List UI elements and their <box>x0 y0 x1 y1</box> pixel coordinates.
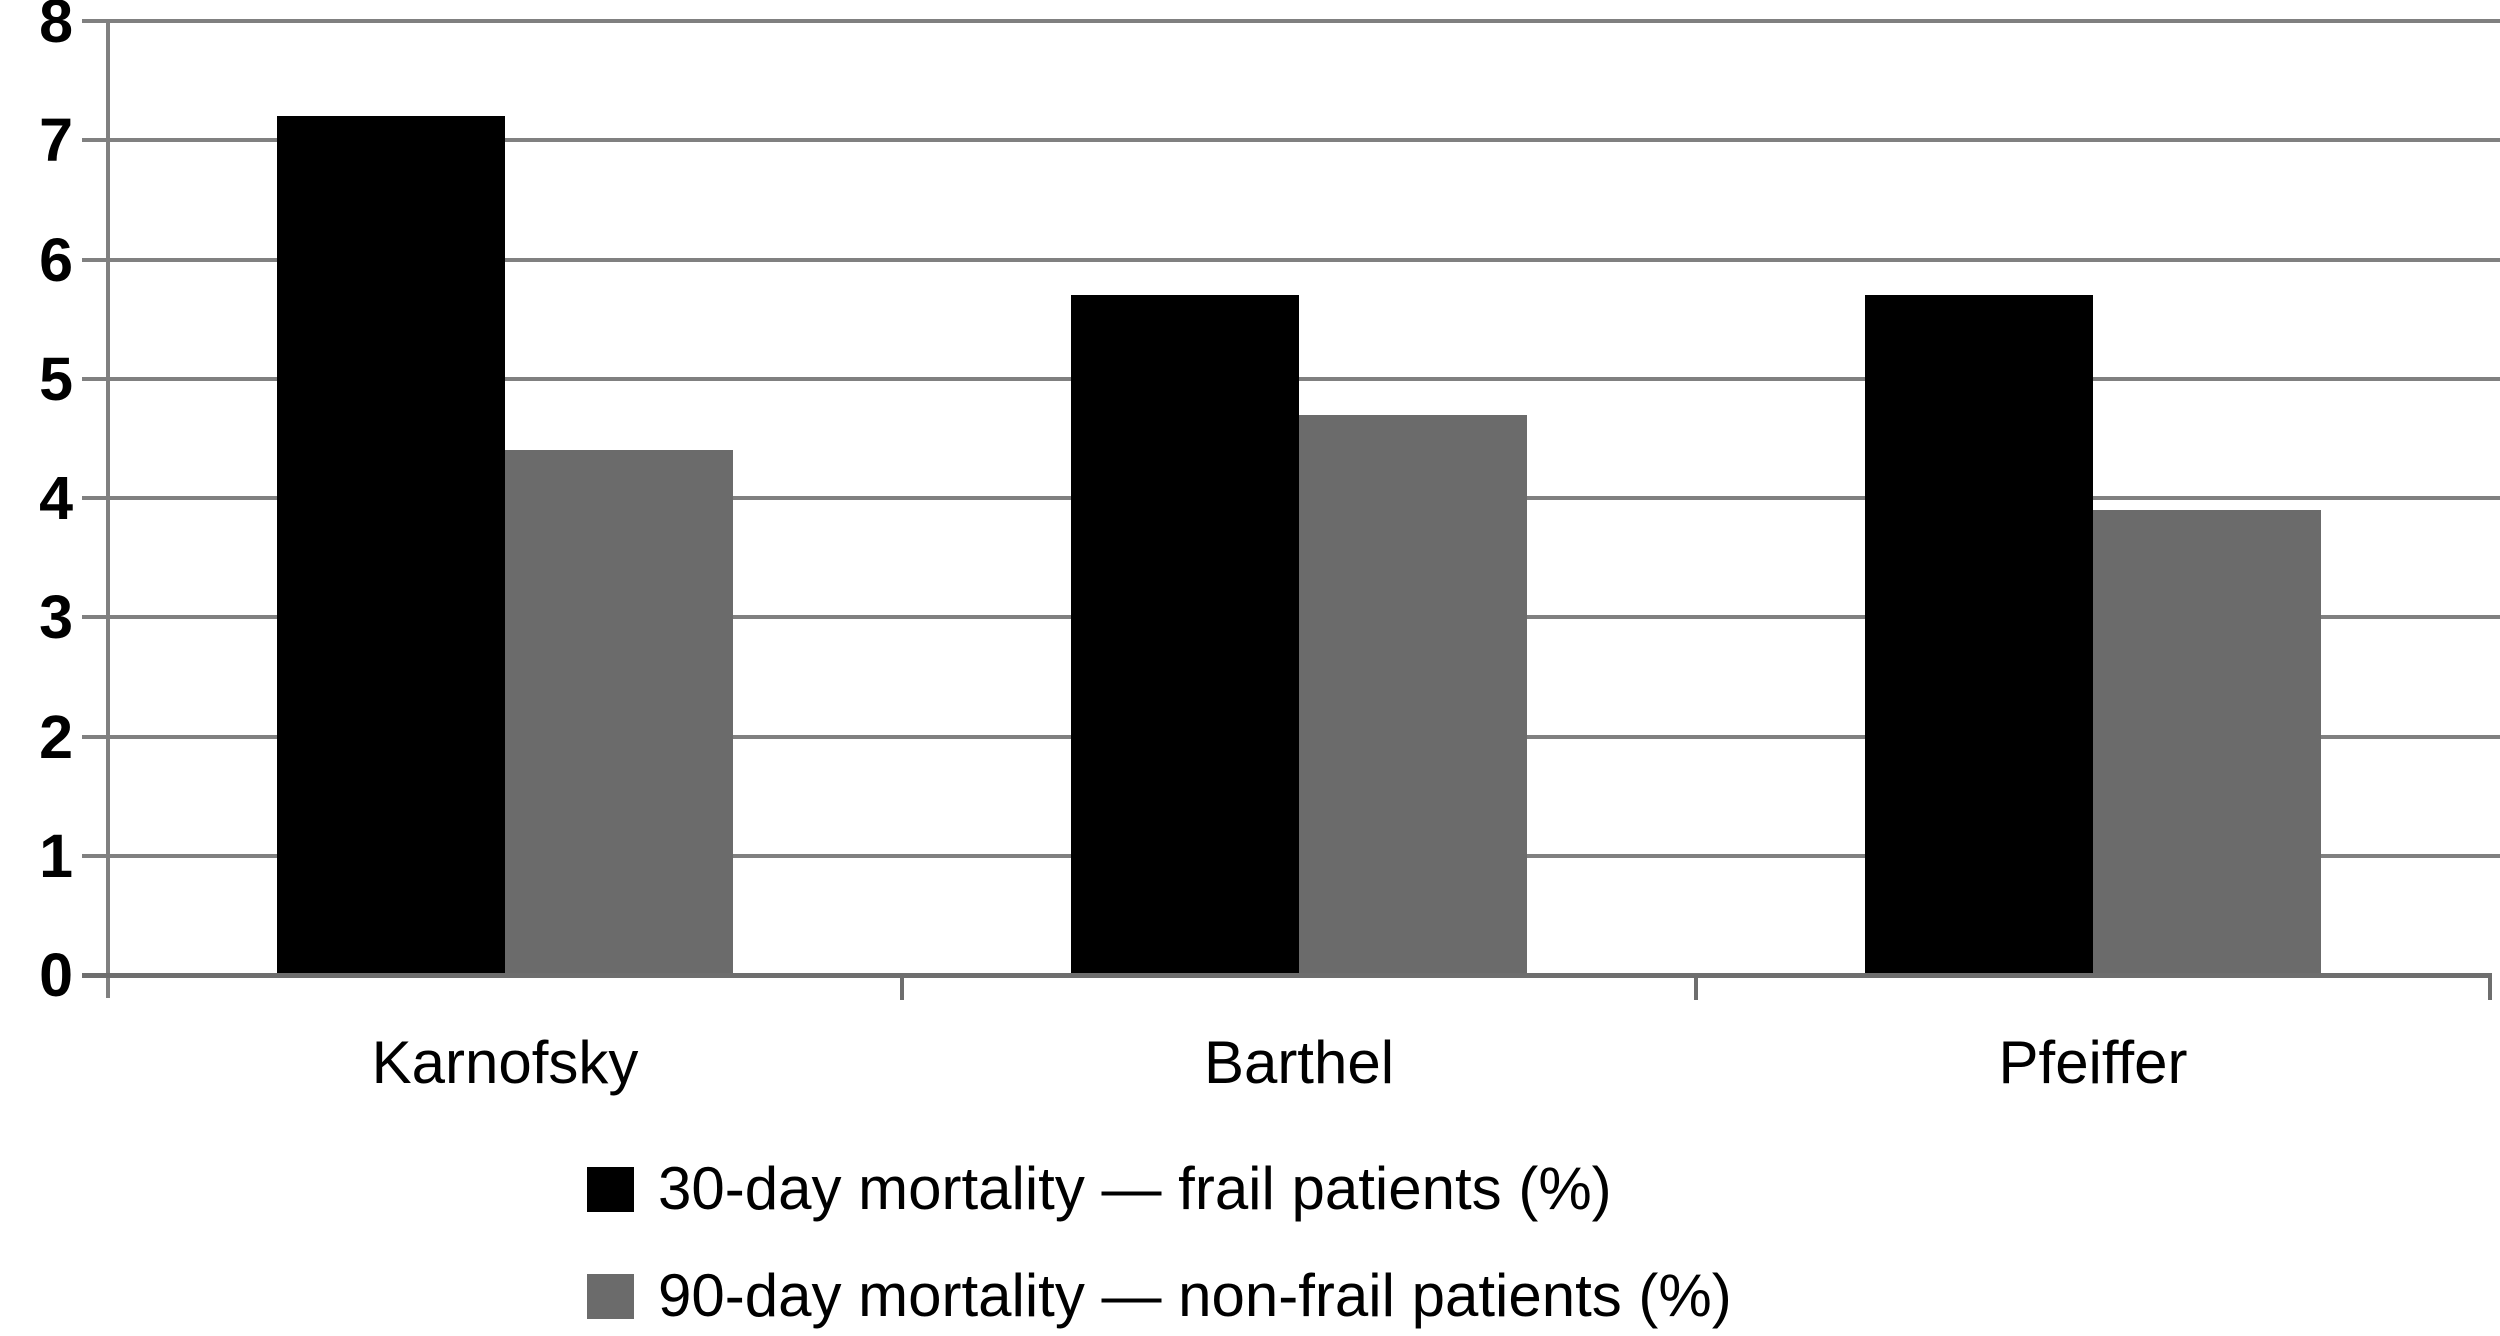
bar-karnofsky-series-0 <box>277 116 505 975</box>
x-axis-tick-3 <box>2488 975 2492 1000</box>
y-tick-label-0: 0 <box>39 941 73 1009</box>
legend-label-90-day-mortality: 90-day mortality — non-frail patients (%… <box>658 1262 1732 1329</box>
y-tick-label-8: 8 <box>39 0 73 55</box>
gridline-y-6 <box>82 257 2500 262</box>
gridline-y-7 <box>82 138 2500 143</box>
y-tick-label-3: 3 <box>39 583 73 652</box>
bar-karnofsky-series-1 <box>505 450 733 975</box>
y-tick-label-5: 5 <box>39 344 73 413</box>
bar-pfeiffer-series-1 <box>2093 509 2321 975</box>
bar-pfeiffer-series-0 <box>1865 295 2093 975</box>
y-tick-label-2: 2 <box>39 702 73 771</box>
legend-label-30-day-mortality: 30-day mortality — frail patients (%) <box>658 1155 1612 1222</box>
x-axis-tick-2 <box>1694 975 1698 1000</box>
legend-item-90-day-mortality: 90-day mortality — non-frail patients (%… <box>587 1261 1732 1331</box>
y-tick-label-4: 4 <box>39 464 73 532</box>
bar-barthel-series-1 <box>1299 414 1527 975</box>
gridline-y-8 <box>82 19 2500 23</box>
category-label-barthel: Barthel <box>1203 1029 1395 1096</box>
category-label-karnofsky: Karnofsky <box>371 1029 639 1096</box>
y-tick-label-6: 6 <box>39 225 73 294</box>
y-axis-line <box>106 19 110 998</box>
legend-item-30-day-mortality: 30-day mortality — frail patients (%) <box>587 1154 1612 1224</box>
x-axis-tick-1 <box>900 975 904 1000</box>
bar-barthel-series-0 <box>1071 295 1299 975</box>
x-axis-baseline <box>82 973 2492 978</box>
category-label-pfeiffer: Pfeiffer <box>1998 1029 2188 1096</box>
legend-swatch-90-day-mortality <box>587 1273 634 1319</box>
y-tick-label-1: 1 <box>39 821 73 890</box>
legend-swatch-30-day-mortality <box>587 1166 634 1212</box>
y-tick-label-7: 7 <box>39 106 73 175</box>
